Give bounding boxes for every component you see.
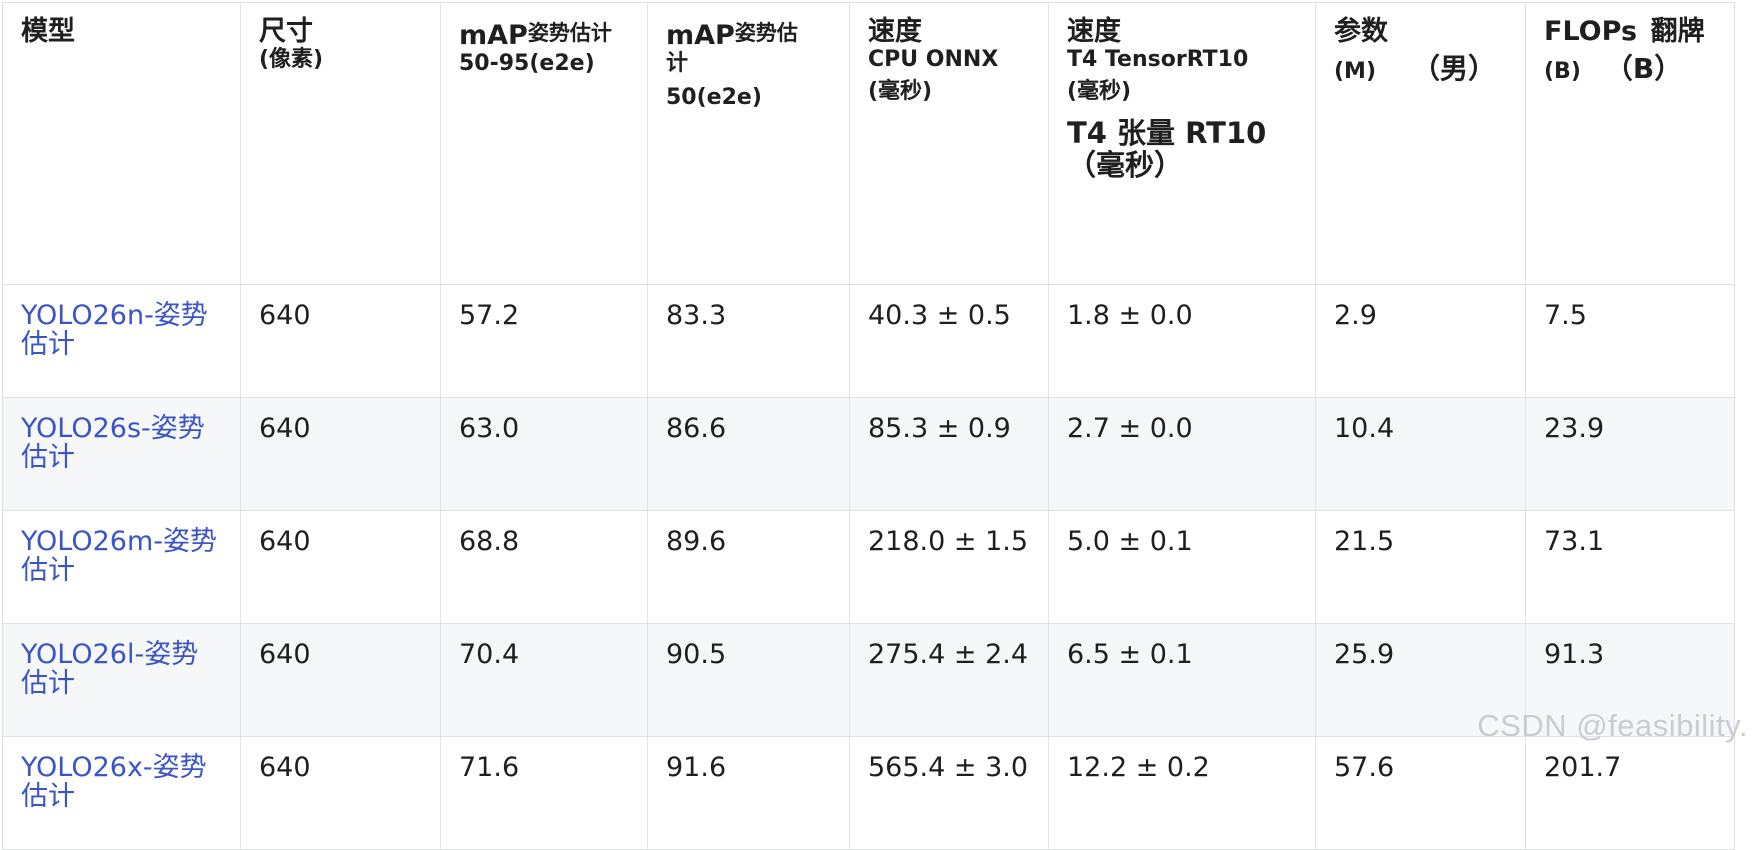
header-map50-95: mAP姿势估计 50-95(e2e) — [440, 2, 648, 285]
cell-params: 2.9 — [1315, 284, 1526, 398]
cell-size: 640 — [240, 623, 441, 737]
cell-map50-95: 68.8 — [440, 510, 648, 624]
cell-map50: 89.6 — [647, 510, 850, 624]
cell-gpu-speed: 2.7 ± 0.0 — [1048, 397, 1316, 511]
model-link[interactable]: YOLO26l-姿势估计 — [21, 639, 199, 699]
header-cpu-speed-unit: (毫秒) — [868, 79, 933, 104]
cell-flops: 91.3 — [1525, 623, 1735, 737]
cell-cpu-speed: 40.3 ± 0.5 — [849, 284, 1049, 398]
header-cpu-speed-label: 速度 — [868, 16, 922, 47]
cell-model: YOLO26s-姿势估计 — [2, 397, 241, 511]
cell-model: YOLO26l-姿势估计 — [2, 623, 241, 737]
cell-gpu-speed: 6.5 ± 0.1 — [1048, 623, 1316, 737]
cell-model: YOLO26n-姿势估计 — [2, 284, 241, 398]
cell-model: YOLO26m-姿势估计 — [2, 510, 241, 624]
header-map50-95-label: mAP — [459, 20, 528, 51]
model-link[interactable]: YOLO26m-姿势估计 — [21, 526, 218, 586]
cell-params: 57.6 — [1315, 736, 1526, 850]
cell-params: 10.4 — [1315, 397, 1526, 511]
cell-size: 640 — [240, 510, 441, 624]
cell-cpu-speed: 218.0 ± 1.5 — [849, 510, 1049, 624]
cell-size: 640 — [240, 736, 441, 850]
cell-cpu-speed: 85.3 ± 0.9 — [849, 397, 1049, 511]
header-flops-unit: (B) — [1544, 59, 1581, 84]
header-map50-sub: 50(e2e) — [666, 85, 762, 110]
cell-map50-95: 71.6 — [440, 736, 648, 850]
header-params: 参数 (M) （男） — [1315, 2, 1526, 285]
header-map50-task-wrap: 计 — [666, 51, 689, 76]
header-gpu-speed-zh-unit: （毫秒） — [1067, 148, 1184, 182]
header-gpu-speed-sub: T4 TensorRT10 — [1067, 47, 1249, 72]
cell-flops: 23.9 — [1525, 397, 1735, 511]
header-row: 模型 尺寸 (像素) mAP姿势估计 50-95(e2e) mAP姿势估 计 5… — [2, 2, 1735, 285]
header-map50-label: mAP — [666, 20, 735, 51]
model-link[interactable]: YOLO26x-姿势估计 — [21, 752, 207, 812]
cell-flops: 7.5 — [1525, 284, 1735, 398]
cell-map50-95: 57.2 — [440, 284, 648, 398]
header-cpu-speed-sub: CPU ONNX — [868, 47, 999, 72]
cell-cpu-speed: 565.4 ± 3.0 — [849, 736, 1049, 850]
header-flops-zh: 翻牌 — [1650, 16, 1705, 47]
header-cpu-speed: 速度 CPU ONNX (毫秒) — [849, 2, 1049, 285]
header-flops-zh-unit: （B） — [1604, 52, 1683, 85]
header-params-label: 参数 — [1334, 16, 1388, 47]
cell-size: 640 — [240, 284, 441, 398]
header-gpu-speed-unit: (毫秒) — [1067, 79, 1132, 104]
table-row: YOLO26s-姿势估计 640 63.0 86.6 85.3 ± 0.9 2.… — [2, 397, 1735, 511]
cell-flops: 73.1 — [1525, 510, 1735, 624]
table-row: YOLO26l-姿势估计 640 70.4 90.5 275.4 ± 2.4 6… — [2, 623, 1735, 737]
header-model-label: 模型 — [21, 16, 75, 47]
table-row: YOLO26m-姿势估计 640 68.8 89.6 218.0 ± 1.5 5… — [2, 510, 1735, 624]
header-params-zh: （男） — [1412, 52, 1497, 85]
header-gpu-speed-zh: T4 张量 RT10 — [1067, 116, 1267, 150]
header-params-unit: (M) — [1334, 59, 1377, 84]
cell-cpu-speed: 275.4 ± 2.4 — [849, 623, 1049, 737]
cell-map50: 86.6 — [647, 397, 850, 511]
header-size: 尺寸 (像素) — [240, 2, 441, 285]
header-flops-label: FLOPs — [1544, 16, 1638, 47]
header-map50-95-task: 姿势估计 — [527, 21, 612, 45]
cell-gpu-speed: 12.2 ± 0.2 — [1048, 736, 1316, 850]
cell-map50-95: 63.0 — [440, 397, 648, 511]
cell-size: 640 — [240, 397, 441, 511]
cell-gpu-speed: 1.8 ± 0.0 — [1048, 284, 1316, 398]
cell-map50: 90.5 — [647, 623, 850, 737]
cell-model: YOLO26x-姿势估计 — [2, 736, 241, 850]
cell-map50: 91.6 — [647, 736, 850, 850]
header-map50-task: 姿势估 — [734, 21, 798, 45]
cell-map50-95: 70.4 — [440, 623, 648, 737]
header-map50: mAP姿势估 计 50(e2e) — [647, 2, 850, 285]
model-link[interactable]: YOLO26n-姿势估计 — [21, 300, 208, 360]
header-gpu-speed: 速度 T4 TensorRT10 (毫秒) T4 张量 RT10 （毫秒） — [1048, 2, 1316, 285]
header-size-unit: (像素) — [259, 47, 324, 72]
cell-gpu-speed: 5.0 ± 0.1 — [1048, 510, 1316, 624]
header-model: 模型 — [2, 2, 241, 285]
cell-map50: 83.3 — [647, 284, 850, 398]
table-row: YOLO26n-姿势估计 640 57.2 83.3 40.3 ± 0.5 1.… — [2, 284, 1735, 398]
table-row: YOLO26x-姿势估计 640 71.6 91.6 565.4 ± 3.0 1… — [2, 736, 1735, 850]
header-map50-95-sub: 50-95(e2e) — [459, 51, 595, 76]
model-link[interactable]: YOLO26s-姿势估计 — [21, 413, 205, 473]
csdn-watermark: CSDN @feasibility. — [1477, 708, 1748, 743]
cell-params: 25.9 — [1315, 623, 1526, 737]
header-flops: FLOPs 翻牌 (B) （B） — [1525, 2, 1735, 285]
cell-flops: 201.7 — [1525, 736, 1735, 850]
header-gpu-speed-label: 速度 — [1067, 16, 1121, 47]
cell-params: 21.5 — [1315, 510, 1526, 624]
header-size-label: 尺寸 — [259, 16, 313, 47]
